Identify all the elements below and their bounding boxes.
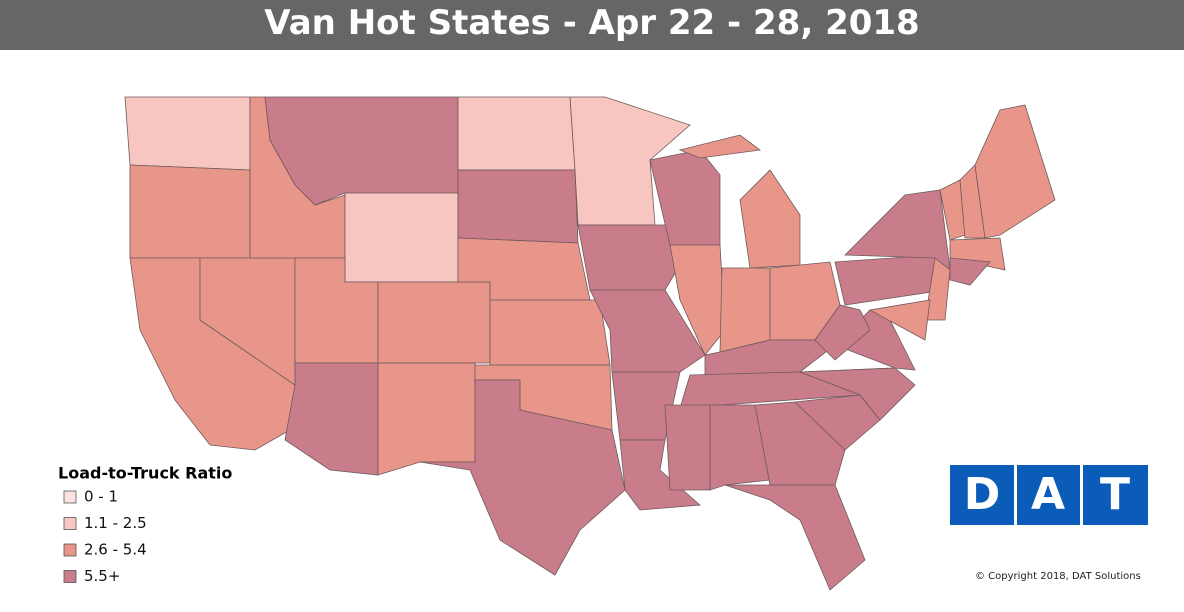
copyright: © Copyright 2018, DAT Solutions (975, 571, 1141, 582)
state (974, 104, 1056, 239)
state (709, 404, 771, 491)
legend-label: 0 - 1 (84, 488, 118, 506)
state (754, 401, 846, 486)
state (457, 169, 579, 244)
logo-box (1083, 465, 1148, 525)
state (844, 189, 951, 271)
state (814, 304, 871, 361)
logo-box (1017, 465, 1080, 525)
state (669, 244, 726, 356)
state (924, 257, 951, 321)
legend-swatch (63, 570, 77, 583)
state (739, 169, 801, 269)
state (377, 281, 491, 364)
logo-letter: T (1100, 469, 1130, 520)
title-bar: Van Hot States - Apr 22 - 28, 2018 (0, 0, 1184, 50)
state (949, 237, 1006, 271)
state (664, 404, 711, 491)
title: Van Hot States - Apr 22 - 28, 2018 (264, 3, 920, 43)
legend-label: 2.6 - 5.4 (84, 541, 147, 559)
legend-label: 5.5+ (84, 567, 120, 585)
state (377, 362, 476, 476)
state (577, 224, 681, 291)
legend-swatch (63, 490, 77, 504)
state (284, 362, 379, 476)
state (799, 367, 916, 421)
state (129, 164, 251, 259)
state (719, 267, 771, 353)
legend: 0 - 1 1.1 - 2.5 2.6 - 5.4 5.5+ (63, 488, 147, 585)
state (124, 96, 251, 171)
legend-swatch (63, 517, 77, 530)
state (457, 96, 576, 171)
legend-label: 1.1 - 2.5 (84, 514, 147, 532)
legend-title: Load-to-Truck Ratio (58, 464, 232, 483)
logo-letter: D (964, 469, 1001, 520)
state (619, 439, 701, 511)
state (868, 299, 931, 341)
state (949, 257, 991, 286)
legend-swatch (63, 543, 77, 557)
state (569, 96, 691, 226)
state (724, 484, 866, 591)
state (678, 134, 762, 159)
state (489, 299, 611, 366)
state (344, 192, 459, 283)
logo-box (950, 465, 1014, 525)
logo-letter: A (1031, 469, 1065, 520)
states (124, 96, 1056, 591)
state (419, 379, 626, 576)
